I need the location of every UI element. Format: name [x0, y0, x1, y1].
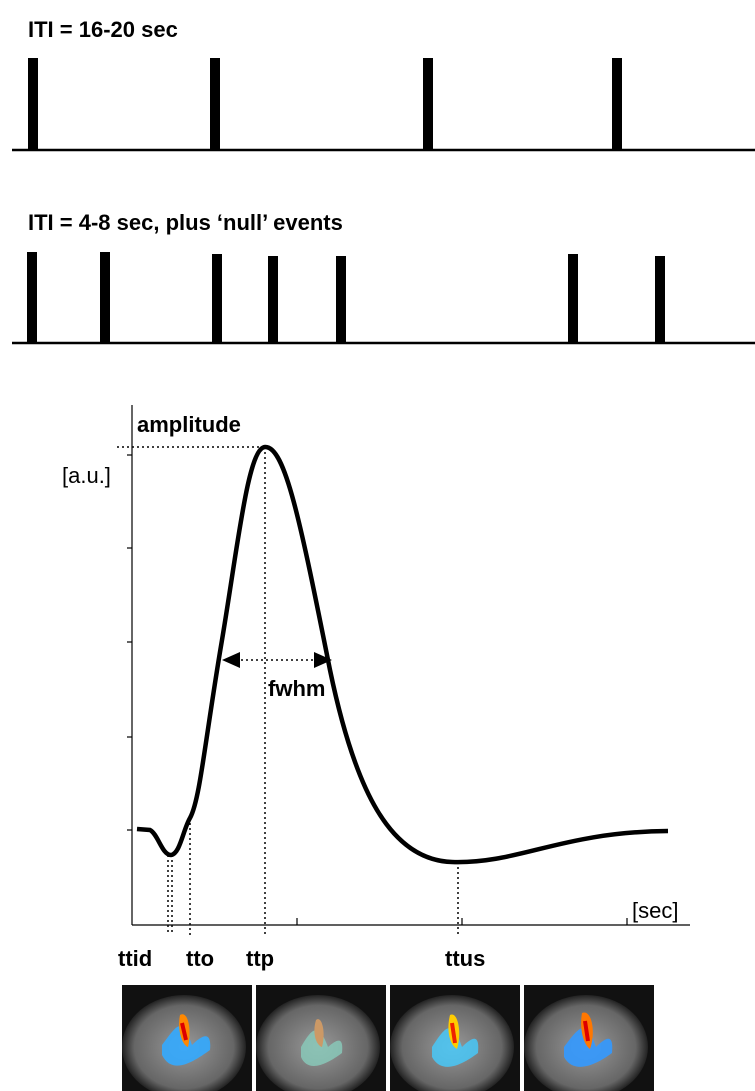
x-unit: [sec] [632, 898, 678, 923]
figure: ITI = 16-20 sec ITI = 4-8 sec, plus ‘nul… [0, 0, 755, 1091]
marker-label: ttid [118, 946, 152, 971]
marker-label: tto [186, 946, 214, 971]
events [27, 252, 665, 343]
marker-label: ttus [445, 946, 485, 971]
panel-title: ITI = 4-8 sec, plus ‘null’ events [28, 210, 343, 235]
brain-images [122, 985, 654, 1091]
y-unit: [a.u.] [62, 463, 111, 488]
panel-title: ITI = 16-20 sec [28, 17, 178, 42]
fwhm-label: fwhm [268, 676, 325, 701]
events [28, 58, 622, 150]
hrf-curve [137, 447, 668, 862]
amplitude-label: amplitude [137, 412, 241, 437]
marker-label: ttp [246, 946, 274, 971]
